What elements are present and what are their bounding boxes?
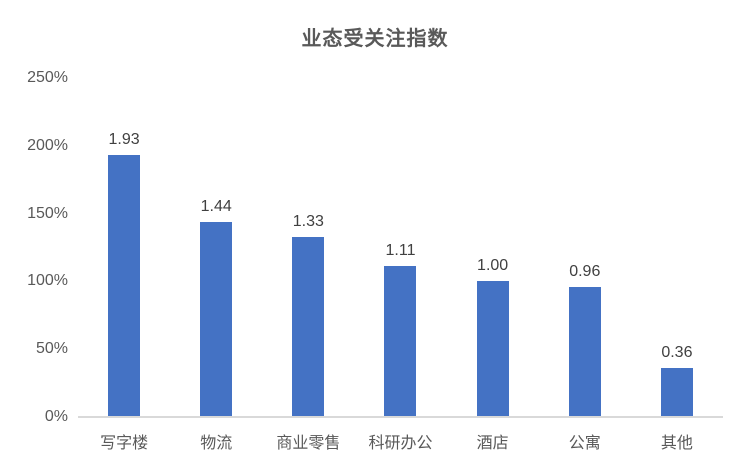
bar-column: 1.44: [170, 78, 262, 417]
y-tick-label: 150%: [27, 204, 68, 222]
bar-column: 0.36: [631, 78, 723, 417]
bar: [384, 266, 417, 417]
x-category-label: 科研办公: [368, 435, 433, 452]
bar-column: 1.33: [262, 78, 354, 417]
bar: [660, 368, 693, 417]
bar-value-label: 1.33: [292, 212, 324, 230]
bar-value-label: 0.96: [569, 262, 601, 280]
y-tick-label: 0%: [44, 408, 68, 425]
chart-title: 业态受关注指数: [301, 28, 449, 50]
x-category-label: 公寓: [568, 435, 601, 452]
bar-value-label: 1.93: [108, 131, 140, 149]
y-tick-label: 200%: [27, 136, 68, 154]
bar-column: 1.93: [78, 78, 170, 417]
x-category-label: 商业零售: [276, 435, 341, 452]
bar: [476, 281, 509, 417]
x-category-label: 其他: [660, 435, 693, 452]
plot-area: 1.93 1.44 1.33 1.11 1.00 0.96 0.36: [78, 78, 723, 417]
bar-column: 0.96: [539, 78, 631, 417]
y-tick-label: 100%: [27, 272, 68, 290]
y-tick-label: 50%: [35, 340, 68, 358]
bar: [568, 286, 601, 417]
bar-value-label: 1.44: [200, 197, 232, 215]
bar-value-label: 1.00: [477, 257, 509, 275]
bar-column: 1.11: [354, 78, 446, 417]
bar-column: 1.00: [447, 78, 539, 417]
bar-value-label: 0.36: [661, 344, 693, 362]
x-category-label: 酒店: [476, 435, 509, 452]
bar: [108, 155, 141, 417]
x-category-label: 写字楼: [100, 435, 149, 452]
bar: [292, 236, 325, 417]
bar: [200, 221, 233, 417]
bar-value-label: 1.11: [385, 242, 416, 260]
x-category-label: 物流: [200, 435, 233, 452]
y-tick-label: 250%: [27, 69, 68, 86]
x-axis-line: [78, 416, 723, 418]
